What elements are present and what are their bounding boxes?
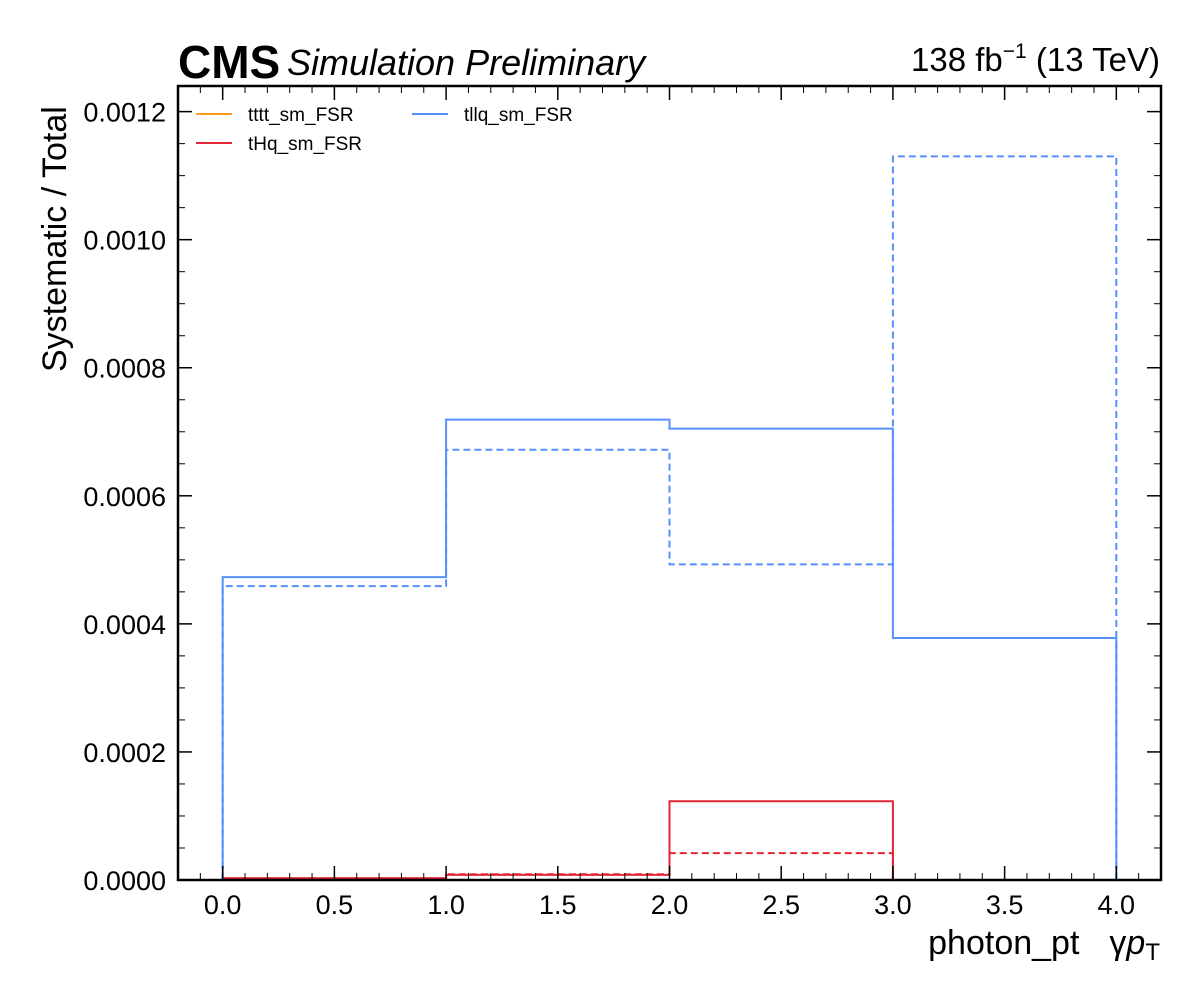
lumi-value: 138 fb — [911, 41, 1003, 78]
y-tick-label: 0.0006 — [83, 482, 166, 512]
x-axis-title: photon_pt γpT — [928, 924, 1160, 966]
x-tick-label: 1.0 — [427, 890, 465, 920]
y-axis-title: Systematic / Total — [36, 106, 74, 372]
x-tick-label: 2.5 — [762, 890, 800, 920]
legend-entry: tHq_sm_FSR — [196, 134, 362, 155]
y-tick-label: 0.0002 — [83, 738, 166, 768]
x-tick-label: 2.0 — [651, 890, 689, 920]
legend-label: tttt_sm_FSR — [248, 105, 354, 126]
x-tick-label: 3.5 — [986, 890, 1024, 920]
ticks-layer: 0.0 0.5 1.0 1.5 2.0 2.5 3.0 3.5 4.0 0.0000 0.0002 0… — [83, 86, 1162, 920]
x-axis-title-symbol: γ — [1109, 924, 1126, 962]
legend-label: tHq_sm_FSR — [248, 134, 362, 155]
legend-label: tllq_sm_FSR — [464, 105, 573, 126]
series-layer — [221, 155, 1118, 881]
lumi-energy: (13 TeV) — [1027, 41, 1160, 78]
legend-entry: tttt_sm_FSR — [196, 105, 354, 126]
plot-frame — [176, 84, 1163, 882]
simulation-label: Simulation Preliminary — [287, 42, 647, 83]
cms-label: CMS — [178, 36, 280, 88]
x-axis-title-sub: T — [1145, 939, 1160, 966]
y-tick-label: 0.0012 — [83, 98, 166, 128]
y-tick-label: 0.0000 — [83, 866, 166, 896]
series-tllq_sm_FSR-down — [221, 155, 1118, 880]
x-tick-label: 1.5 — [539, 890, 577, 920]
x-axis-title-text: photon_pt — [928, 924, 1080, 962]
y-tick-label: 0.0008 — [83, 354, 166, 384]
x-tick-label: 0.5 — [316, 890, 354, 920]
lumi-exponent: −1 — [1003, 40, 1027, 63]
x-tick-label: 4.0 — [1098, 890, 1136, 920]
legend: tttt_sm_FSR tHq_sm_FSR tllq_sm_FSR — [196, 105, 573, 155]
x-tick-label: 0.0 — [204, 890, 242, 920]
lumi-label: 138 fb−1 (13 TeV) — [911, 40, 1160, 78]
y-tick-label: 0.0010 — [83, 226, 166, 256]
series-tllq_sm_FSR-up — [221, 418, 1118, 880]
y-tick-label: 0.0004 — [83, 610, 166, 640]
legend-entry: tllq_sm_FSR — [412, 105, 573, 126]
x-tick-label: 3.0 — [874, 890, 912, 920]
x-axis-title-var: p — [1125, 924, 1145, 962]
